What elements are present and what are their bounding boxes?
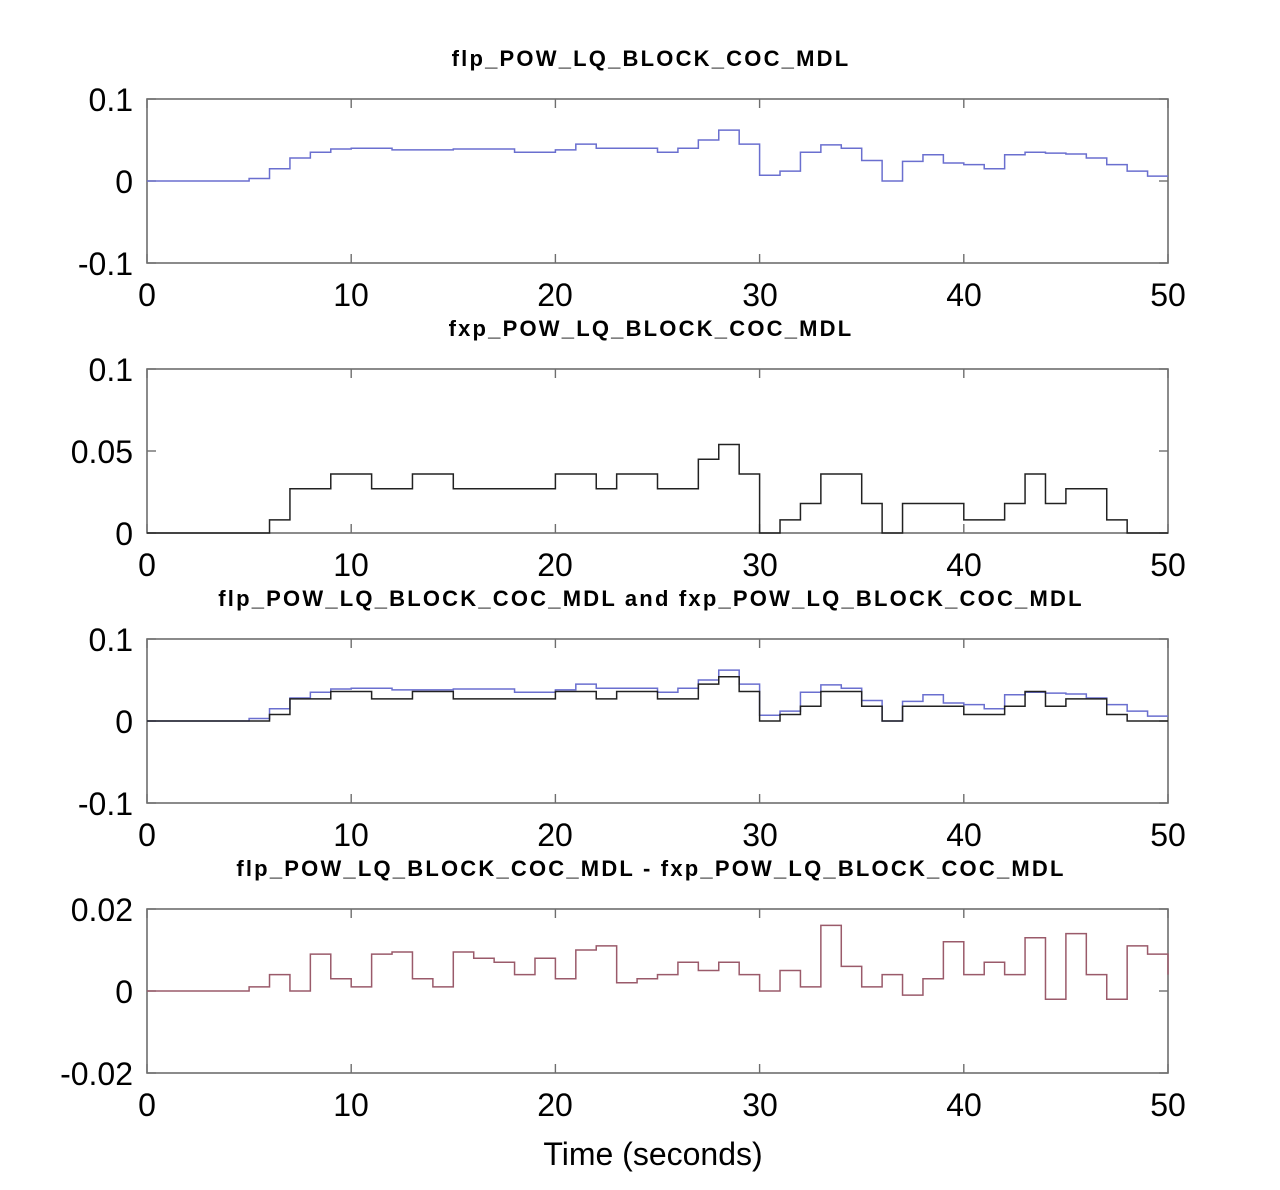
subplot-1-xtick-label: 10 xyxy=(333,277,369,313)
subplot-1: flp_POW_LQ_BLOCK_COC_MDL 0.1 0 -0.1 0 10… xyxy=(78,46,1186,313)
subplot-2-ytick-label: 0.05 xyxy=(71,434,133,470)
subplot-2-axes-frame xyxy=(146,368,1169,534)
subplot-2-xtick-label: 10 xyxy=(333,547,369,583)
subplot-4-title: flp_POW_LQ_BLOCK_COC_MDL - fxp_POW_LQ_BL… xyxy=(236,856,1065,881)
subplot-2-xtick-label: 20 xyxy=(537,547,573,583)
subplot-4-series-line-1 xyxy=(147,924,1169,1000)
subplot-4-xtick-label: 30 xyxy=(742,1087,778,1123)
subplot-2-xtick-label: 40 xyxy=(946,547,982,583)
subplot-1-xtick-label: 30 xyxy=(742,277,778,313)
subplot-3: flp_POW_LQ_BLOCK_COC_MDL and fxp_POW_LQ_… xyxy=(78,586,1186,853)
subplot-3-xtick-label: 40 xyxy=(946,817,982,853)
subplot-4-ytick-label: 0.02 xyxy=(71,892,133,928)
subplot-4-xtick-label: 40 xyxy=(946,1087,982,1123)
subplot-1-ytick-label: -0.1 xyxy=(78,246,133,282)
subplot-1-ytick-label: 0 xyxy=(115,164,133,200)
subplot-3-ytick-label: -0.1 xyxy=(78,786,133,822)
subplot-2-ytick-label: 0.1 xyxy=(89,352,133,388)
subplot-1-ytick-label: 0.1 xyxy=(89,82,133,118)
subplot-3-xtick-label: 10 xyxy=(333,817,369,853)
subplot-2-ticks xyxy=(146,368,1169,534)
subplot-1-axes-frame xyxy=(146,98,1169,264)
subplot-4-xtick-label: 10 xyxy=(333,1087,369,1123)
subplot-1-xtick-label: 40 xyxy=(946,277,982,313)
subplot-1-xtick-label: 0 xyxy=(138,277,156,313)
subplot-3-axes-frame xyxy=(146,638,1169,804)
subplot-1-series-line-1 xyxy=(147,129,1168,182)
subplot-3-ytick-label: 0 xyxy=(115,704,133,740)
subplot-2-xtick-label: 0 xyxy=(138,547,156,583)
subplot-2: fxp_POW_LQ_BLOCK_COC_MDL 0.1 0.05 0 0 10… xyxy=(71,316,1186,583)
subplot-3-ytick-label: 0.1 xyxy=(89,622,133,658)
subplot-2-xtick-label: 50 xyxy=(1150,547,1186,583)
subplot-3-xtick-label: 0 xyxy=(138,817,156,853)
subplot-3-series-line-2 xyxy=(147,675,1168,722)
subplot-4-xtick-label: 20 xyxy=(537,1087,573,1123)
subplot-4-xtick-label: 50 xyxy=(1150,1087,1186,1123)
subplot-3-title: flp_POW_LQ_BLOCK_COC_MDL and fxp_POW_LQ_… xyxy=(218,586,1083,611)
subplot-2-title: fxp_POW_LQ_BLOCK_COC_MDL xyxy=(449,316,854,341)
subplot-1-xtick-label: 20 xyxy=(537,277,573,313)
subplot-1-title: flp_POW_LQ_BLOCK_COC_MDL xyxy=(452,46,851,71)
subplot-3-xtick-label: 20 xyxy=(537,817,573,853)
subplot-2-series-line-1 xyxy=(147,443,1168,534)
subplot-2-xtick-label: 30 xyxy=(742,547,778,583)
subplot-4-ytick-label: 0 xyxy=(115,974,133,1010)
subplot-4-ytick-label: -0.02 xyxy=(60,1056,133,1092)
subplot-3-xtick-label: 30 xyxy=(742,817,778,853)
subplot-3-xtick-label: 50 xyxy=(1150,817,1186,853)
subplot-4-xtick-label: 0 xyxy=(138,1087,156,1123)
subplot-4: flp_POW_LQ_BLOCK_COC_MDL - fxp_POW_LQ_BL… xyxy=(60,856,1186,1172)
subplot-4-axes-frame xyxy=(146,908,1169,1074)
subplot-1-xtick-label: 50 xyxy=(1150,277,1186,313)
x-axis-label: Time (seconds) xyxy=(543,1136,762,1172)
subplot-2-ytick-label: 0 xyxy=(115,516,133,552)
